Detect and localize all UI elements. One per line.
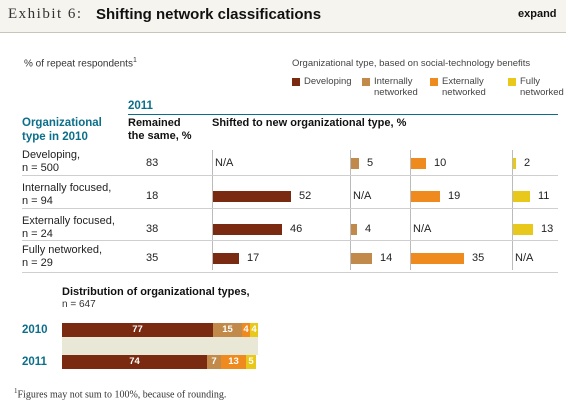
row-label-type: Developing, — [22, 149, 81, 161]
distribution-year: 2010 — [22, 324, 48, 336]
shift-bar — [213, 224, 282, 235]
expand-button[interactable]: expand — [518, 8, 557, 20]
column-guide — [512, 150, 513, 270]
legend-entry: Fully networked — [520, 76, 564, 98]
distribution-segment: 7 — [207, 355, 221, 369]
shift-bar — [411, 158, 426, 169]
row-header-line: type in 2010 — [22, 131, 88, 143]
shifted-header: Shifted to new organizational type, % — [212, 117, 407, 129]
shift-value: 35 — [472, 252, 485, 264]
shift-value: 46 — [290, 223, 303, 235]
legend-swatch — [430, 78, 438, 86]
row-header-line: Organizational — [22, 117, 102, 129]
shift-bar — [513, 158, 516, 169]
distribution-year: 2011 — [22, 356, 47, 368]
distribution-segment: 5 — [246, 355, 256, 369]
row-label-type: Fully networked, — [22, 244, 103, 256]
distribution-n: n = 647 — [62, 299, 96, 310]
shift-bar — [513, 224, 533, 235]
year-label: 2011 — [128, 100, 153, 112]
row-label: Internally focused, n = 94 — [22, 182, 111, 208]
header-divider — [0, 32, 566, 33]
shift-bar — [351, 224, 357, 235]
shift-value: 10 — [434, 157, 447, 169]
legend-swatch — [292, 78, 300, 86]
shift-value: 17 — [247, 252, 260, 264]
remained-value: 18 — [146, 190, 159, 202]
row-divider — [22, 208, 558, 209]
column-guide — [350, 150, 351, 270]
row-label: Externally focused, n = 24 — [22, 215, 115, 241]
row-label-n: n = 29 — [22, 257, 53, 269]
shift-bar — [411, 253, 464, 264]
chart-subtitle: % of repeat respondents1 — [24, 57, 137, 70]
distribution-segment: 77 — [62, 323, 213, 337]
row-divider — [22, 175, 558, 176]
distribution-segment: 4 — [250, 323, 258, 337]
shift-value: 19 — [448, 190, 461, 202]
remained-header-line: Remained — [128, 117, 181, 129]
remained-value: 38 — [146, 223, 159, 235]
shift-value: 5 — [367, 157, 374, 169]
na-label: N/A — [413, 223, 432, 235]
row-label-n: n = 94 — [22, 195, 53, 207]
na-label: N/A — [215, 157, 234, 169]
exhibit-header: Exhibit 6: Shifting network classificati… — [0, 0, 566, 30]
shift-bar — [213, 253, 239, 264]
remained-value: 83 — [146, 157, 159, 169]
shift-value: 11 — [538, 190, 550, 202]
distribution-segment: 13 — [221, 355, 246, 369]
row-divider — [22, 240, 558, 241]
row-header: Organizational type in 2010 — [22, 116, 102, 144]
remained-header: Remained the same, % — [128, 117, 192, 143]
row-label-n: n = 24 — [22, 228, 53, 240]
distribution-segment: 4 — [242, 323, 250, 337]
column-guide — [410, 150, 411, 270]
legend-title: Organizational type, based on social-tec… — [292, 58, 531, 69]
row-label: Fully networked, n = 29 — [22, 244, 102, 270]
column-guide — [212, 150, 213, 270]
na-label: N/A — [353, 190, 372, 202]
exhibit-title: Shifting network classifications — [96, 6, 322, 23]
remained-header-line: the same, % — [128, 130, 192, 142]
shift-bar — [213, 191, 291, 202]
remained-value: 35 — [146, 252, 159, 264]
legend-entry: Developing — [304, 76, 352, 87]
shift-value: 14 — [380, 252, 393, 264]
year-rule — [128, 114, 558, 115]
legend-entry: Internally networked — [374, 76, 418, 98]
shift-value: 52 — [299, 190, 312, 202]
exhibit-label: Exhibit 6: — [8, 6, 83, 22]
row-label-type: Externally focused, — [22, 215, 115, 227]
legend-swatch — [508, 78, 516, 86]
shift-bar — [411, 191, 440, 202]
shift-value: 2 — [524, 157, 531, 169]
shift-bar — [351, 158, 359, 169]
distribution-segment: 15 — [213, 323, 242, 337]
na-label: N/A — [515, 252, 534, 264]
shift-bar — [351, 253, 372, 264]
row-label-type: Internally focused, — [22, 182, 112, 194]
distribution-title: Distribution of organizational types, — [62, 286, 250, 298]
shift-bar — [513, 191, 530, 202]
distribution-segment: 74 — [62, 355, 207, 369]
distribution-band — [62, 337, 258, 355]
shift-value: 13 — [541, 223, 554, 235]
shift-value: 4 — [365, 223, 372, 235]
footnote: 1Figures may not sum to 100%, because of… — [14, 387, 227, 401]
legend-entry: Externally networked — [442, 76, 486, 98]
legend-swatch — [362, 78, 370, 86]
row-label-n: n = 500 — [22, 162, 60, 174]
row-label: Developing, n = 500 — [22, 149, 80, 175]
row-divider — [22, 272, 558, 273]
